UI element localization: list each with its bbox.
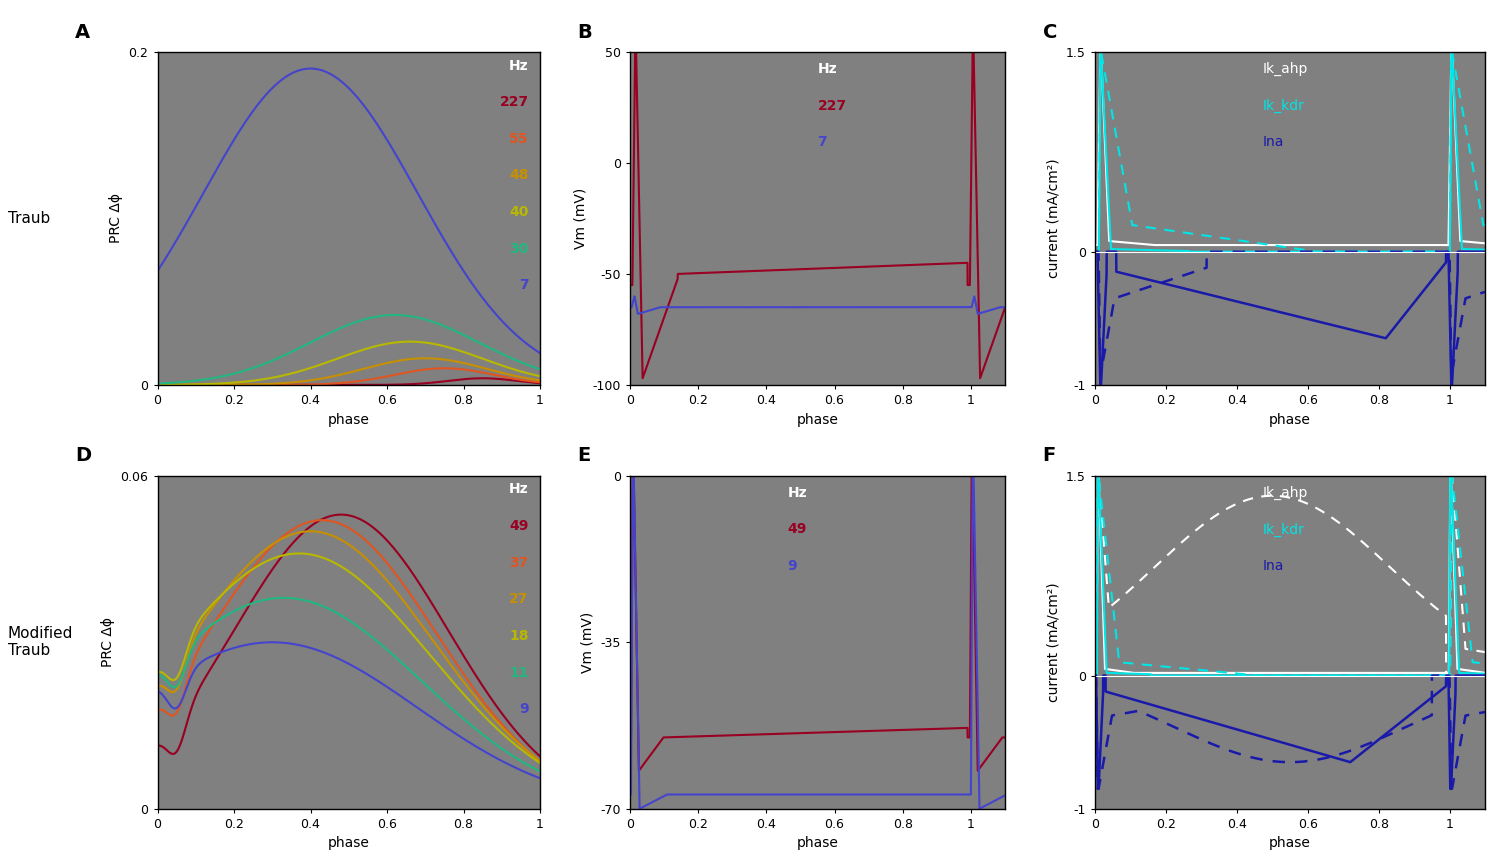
Text: A: A bbox=[75, 22, 90, 42]
Text: 11: 11 bbox=[509, 665, 528, 680]
Y-axis label: PRC Δϕ: PRC Δϕ bbox=[110, 194, 123, 243]
Text: Hz: Hz bbox=[818, 62, 837, 76]
Text: Ik_kdr: Ik_kdr bbox=[1263, 522, 1305, 536]
Text: 9: 9 bbox=[519, 702, 528, 716]
Y-axis label: current (mA/cm²): current (mA/cm²) bbox=[1047, 158, 1060, 279]
X-axis label: phase: phase bbox=[328, 413, 369, 426]
Text: Hz: Hz bbox=[509, 59, 528, 73]
Text: 7: 7 bbox=[519, 279, 528, 292]
Text: F: F bbox=[1042, 446, 1056, 465]
Text: Modified
Traub: Modified Traub bbox=[8, 626, 74, 658]
Text: Hz: Hz bbox=[509, 483, 528, 497]
Text: Ina: Ina bbox=[1263, 559, 1284, 573]
Text: 9: 9 bbox=[788, 559, 796, 573]
X-axis label: phase: phase bbox=[796, 836, 838, 850]
Text: 49: 49 bbox=[788, 522, 807, 536]
Text: 40: 40 bbox=[509, 205, 528, 219]
X-axis label: phase: phase bbox=[1269, 836, 1311, 850]
Text: B: B bbox=[578, 22, 592, 42]
Text: 227: 227 bbox=[500, 95, 528, 109]
Text: Ik_ahp: Ik_ahp bbox=[1263, 486, 1308, 500]
X-axis label: phase: phase bbox=[796, 413, 838, 426]
Text: Ik_kdr: Ik_kdr bbox=[1263, 99, 1305, 112]
Y-axis label: PRC Δϕ: PRC Δϕ bbox=[100, 618, 116, 667]
Text: 37: 37 bbox=[510, 555, 528, 570]
Text: Traub: Traub bbox=[8, 211, 50, 226]
Text: 49: 49 bbox=[509, 519, 528, 533]
Text: 18: 18 bbox=[509, 629, 528, 643]
Text: 27: 27 bbox=[509, 593, 528, 606]
Text: 30: 30 bbox=[510, 241, 528, 256]
Text: 7: 7 bbox=[818, 135, 827, 149]
Y-axis label: Vm (mV): Vm (mV) bbox=[573, 188, 586, 249]
X-axis label: phase: phase bbox=[1269, 413, 1311, 426]
Y-axis label: Vm (mV): Vm (mV) bbox=[580, 612, 596, 673]
Text: D: D bbox=[75, 446, 92, 465]
Text: 48: 48 bbox=[509, 169, 528, 183]
Text: 227: 227 bbox=[818, 99, 846, 112]
Text: C: C bbox=[1042, 22, 1058, 42]
Text: Ina: Ina bbox=[1263, 135, 1284, 149]
Text: 55: 55 bbox=[509, 131, 528, 146]
Text: Hz: Hz bbox=[788, 486, 807, 500]
Text: E: E bbox=[578, 446, 591, 465]
Text: Ik_ahp: Ik_ahp bbox=[1263, 62, 1308, 76]
X-axis label: phase: phase bbox=[328, 836, 369, 850]
Y-axis label: current (mA/cm²): current (mA/cm²) bbox=[1047, 582, 1060, 702]
